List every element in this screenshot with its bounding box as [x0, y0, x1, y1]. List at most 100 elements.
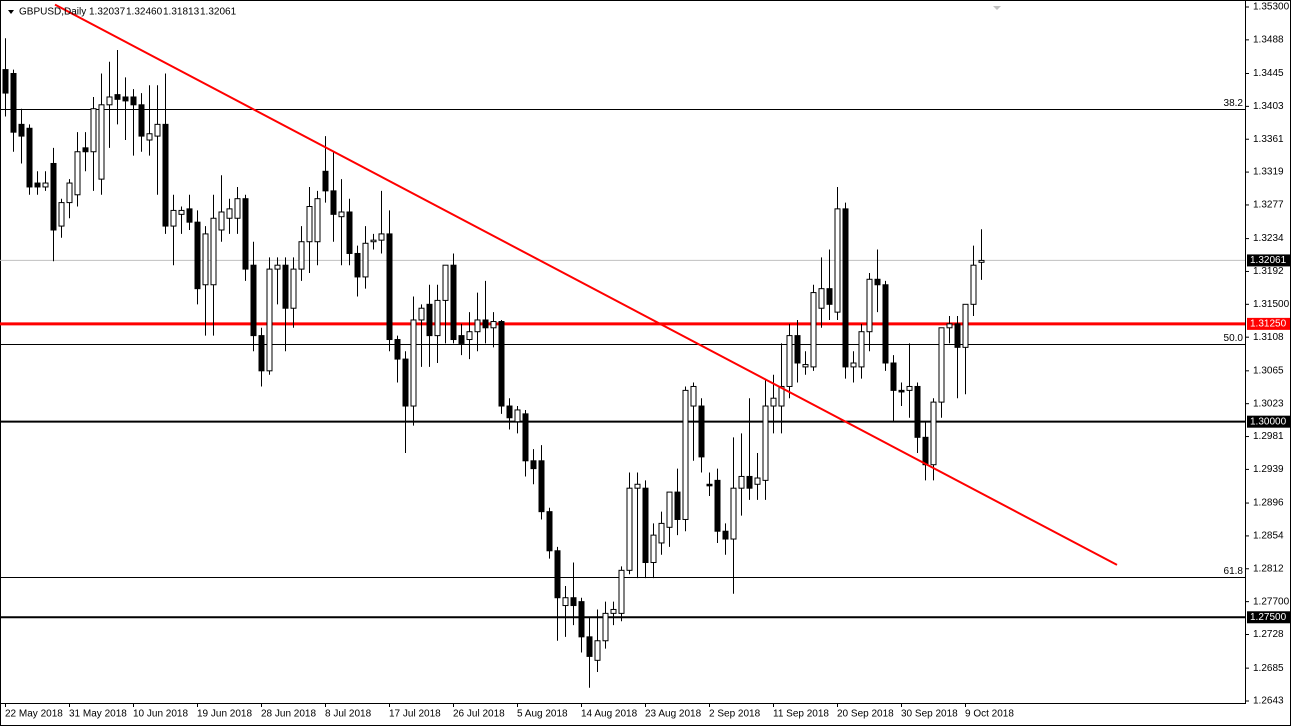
y-tick-label: 1.3023 — [1253, 398, 1284, 409]
candle-body — [394, 339, 401, 360]
candle-body — [578, 601, 585, 638]
y-tick-label: 1.3488 — [1253, 35, 1284, 46]
x-tick-label: 22 May 2018 — [5, 709, 63, 720]
candle-body — [402, 358, 409, 407]
candle-body — [698, 405, 705, 458]
candle-body — [602, 612, 609, 642]
candle-body — [410, 319, 417, 407]
candle-body — [370, 239, 377, 243]
x-tick-label: 14 Aug 2018 — [581, 709, 638, 720]
y-tick-label: 1.2728 — [1253, 629, 1284, 640]
candle-body — [850, 362, 857, 368]
candle-body — [962, 303, 969, 348]
candle-body — [322, 170, 329, 192]
candle-body — [346, 211, 353, 254]
price-label-box — [1247, 611, 1290, 624]
y-tick-label: 1.3108 — [1253, 332, 1284, 343]
y-tick-label: 1.31500 — [1253, 299, 1290, 310]
candle-body — [266, 268, 273, 372]
candle-body — [122, 96, 129, 102]
candle-body — [354, 252, 361, 278]
y-tick-label: 1.3361 — [1253, 134, 1284, 145]
candle-body — [898, 389, 905, 393]
candle-body — [306, 206, 313, 243]
candle-body — [682, 389, 689, 520]
candle-body — [274, 264, 281, 270]
y-tick-label: 1.3277 — [1253, 200, 1284, 211]
candle-body — [282, 264, 289, 309]
candle-body — [826, 288, 833, 305]
ohlc-open: 1.32037 — [89, 7, 126, 18]
candle-body — [234, 198, 241, 219]
price-label-box — [1247, 254, 1290, 267]
candle-body — [586, 636, 593, 657]
candle-body — [106, 96, 113, 106]
candle-body — [858, 331, 865, 368]
candle-body — [762, 405, 769, 481]
candle-body — [530, 460, 537, 470]
y-tick-label: 1.3319 — [1253, 167, 1284, 178]
candle-body — [290, 268, 297, 309]
candle-body — [978, 259, 985, 263]
candle-body — [650, 534, 657, 564]
x-tick-label: 30 Sep 2018 — [901, 709, 958, 720]
candle-body — [930, 401, 937, 466]
candle-body — [26, 127, 33, 188]
candle-body — [538, 460, 545, 513]
y-tick-label: 1.3192 — [1253, 266, 1284, 277]
candle-body — [138, 104, 145, 137]
candle-body — [842, 208, 849, 368]
candle-body — [666, 491, 673, 528]
candle-body — [810, 292, 817, 368]
candle-body — [498, 321, 505, 407]
y-tick-label: 1.2643 — [1253, 696, 1284, 707]
candle-body — [882, 284, 889, 364]
candle-body — [890, 362, 897, 391]
candle-body — [914, 385, 921, 438]
y-tick-label: 1.35300 — [1253, 2, 1290, 13]
candle-body — [818, 288, 825, 309]
candle-body — [418, 307, 425, 321]
fib-label: 61.8 — [1224, 566, 1244, 577]
candle-body — [610, 608, 617, 614]
candle-body — [210, 217, 217, 286]
price-label: 1.30000 — [1250, 416, 1287, 427]
candle-body — [778, 385, 785, 407]
ohlc-low: 1.31813 — [163, 7, 200, 18]
candle-body — [658, 522, 665, 544]
candle-body — [922, 436, 929, 466]
y-tick-label: 1.2896 — [1253, 498, 1284, 509]
candle-body — [2, 69, 9, 94]
x-tick-label: 23 Aug 2018 — [645, 709, 702, 720]
candle-body — [98, 104, 105, 180]
candle-body — [490, 321, 497, 329]
x-tick-label: 9 Oct 2018 — [965, 709, 1014, 720]
candle-body — [194, 221, 201, 290]
x-tick-label: 20 Sep 2018 — [837, 709, 894, 720]
x-tick-label: 5 Aug 2018 — [517, 709, 568, 720]
candle-body — [626, 487, 633, 571]
x-tick-label: 8 Jul 2018 — [325, 709, 372, 720]
fib-label: 50.0 — [1224, 333, 1244, 344]
candle-body — [50, 162, 57, 231]
candle-body — [386, 233, 393, 341]
candle-body — [298, 241, 305, 270]
trendline — [54, 3, 1118, 566]
candle-body — [186, 208, 193, 223]
x-tick-label: 19 Jun 2018 — [197, 709, 252, 720]
candle-body — [362, 242, 369, 278]
candle-body — [18, 123, 25, 137]
x-tick-label: 11 Sep 2018 — [773, 709, 829, 720]
candle-body — [690, 385, 697, 407]
candle-body — [594, 640, 601, 661]
fib-label: 38.2 — [1224, 98, 1244, 109]
ohlc-high: 1.32460 — [126, 7, 163, 18]
x-tick-label: 31 May 2018 — [69, 709, 127, 720]
candle-body — [866, 278, 873, 333]
candle-body — [754, 477, 761, 485]
candle-body — [674, 491, 681, 520]
candle-body — [458, 335, 465, 344]
candle-body — [834, 208, 841, 313]
candle-body — [258, 335, 265, 372]
